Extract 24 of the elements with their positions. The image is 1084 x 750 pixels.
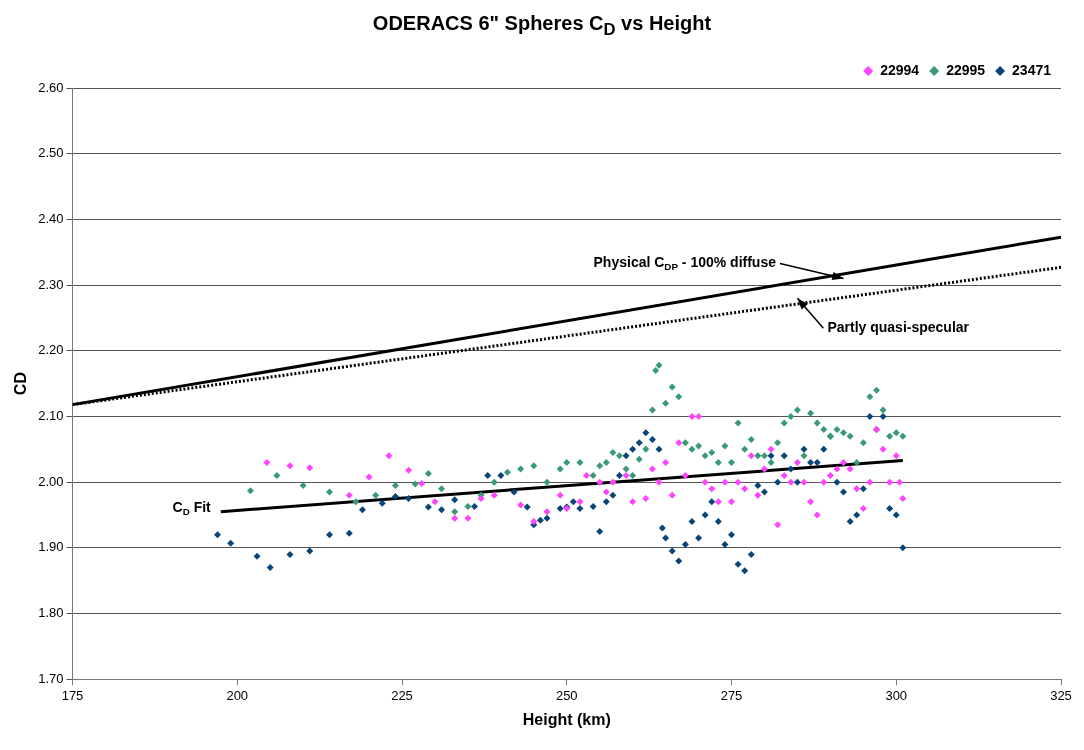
x-tick-label: 300 [885,687,908,703]
x-axis-title: Height (km) [522,710,611,728]
x-tick-label: 250 [555,687,578,703]
y-tick-label: 2.30 [38,276,64,292]
x-tick-label: 275 [720,687,743,703]
y-axis-title: CD [12,372,30,396]
x-tick-label: 175 [61,687,84,703]
y-tick-label: 2.50 [38,145,64,161]
y-tick-label: 1.70 [38,670,64,686]
y-tick-label: 1.80 [38,605,64,621]
legend-label: 23471 [1012,61,1052,78]
y-tick-label: 1.90 [38,539,64,555]
legend-label: 22995 [946,61,986,78]
x-tick-label: 225 [391,687,413,703]
y-tick-label: 2.60 [38,79,64,95]
annotation: Partly quasi-specular [827,319,970,336]
legend-label: 22994 [880,61,920,78]
chart-title: ODERACS 6" Spheres C$_{D}$ vs Height [371,11,713,41]
y-tick-label: 2.10 [38,408,64,424]
x-tick-label: 200 [226,687,249,703]
y-tick-label: 2.00 [38,473,64,489]
y-tick-label: 2.20 [38,342,64,358]
x-tick-label: 325 [1050,687,1072,703]
y-tick-label: 2.40 [38,210,64,226]
